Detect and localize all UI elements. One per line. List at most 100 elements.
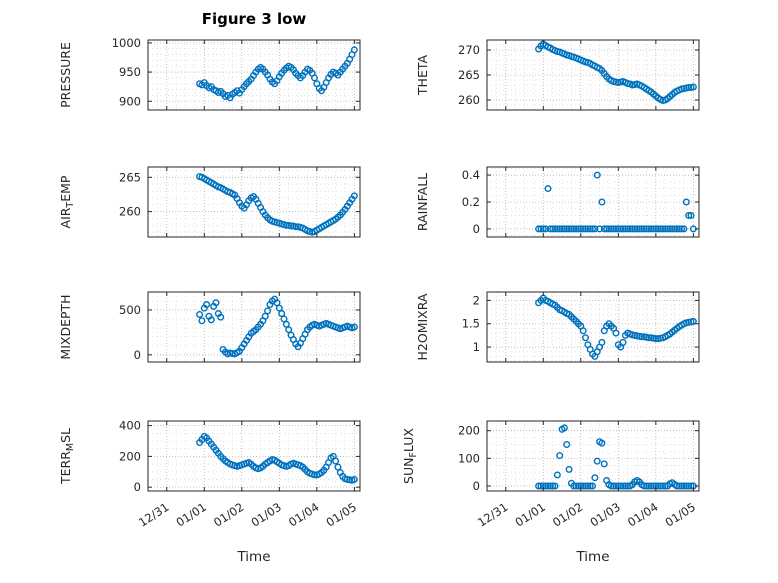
data-point (647, 225, 655, 233)
data-point (577, 225, 585, 233)
x-tick-label: 01/03 (249, 500, 284, 530)
data-series (535, 294, 697, 360)
data-point (680, 482, 688, 490)
axes-box (486, 291, 700, 363)
subplot-pressure: 900 950 1000 PRESSURE (58, 36, 361, 111)
data-point (544, 185, 552, 193)
data-point (567, 225, 575, 233)
data-point (332, 457, 340, 465)
data-point (350, 475, 358, 483)
data-point (628, 225, 636, 233)
data-point (657, 482, 665, 490)
data-point (619, 225, 627, 233)
data-point (572, 482, 580, 490)
y-tick-label: 0 (473, 222, 480, 236)
y-tick-label: 265 (458, 68, 480, 82)
data-point (546, 482, 554, 490)
data-point (591, 225, 599, 233)
data-point (619, 338, 627, 346)
data-point (593, 171, 601, 179)
y-axis-label: TERRMSL (58, 428, 76, 485)
axes-box (147, 39, 361, 111)
data-point (626, 225, 634, 233)
data-series (196, 173, 358, 236)
data-point (645, 482, 653, 490)
x-tick-label: 01/02 (550, 500, 585, 530)
data-point (581, 225, 589, 233)
y-tick-label: 900 (119, 94, 141, 108)
data-series (196, 432, 358, 484)
data-point (586, 225, 594, 233)
data-point (549, 482, 557, 490)
axes-box (147, 166, 361, 238)
data-point (565, 225, 573, 233)
data-point (207, 316, 215, 324)
data-point (292, 223, 300, 231)
data-point (638, 333, 646, 341)
data-point (600, 225, 608, 233)
data-point (539, 225, 547, 233)
data-point (619, 482, 627, 490)
data-point (675, 225, 683, 233)
y-tick-label: 1000 (112, 36, 141, 50)
data-point (572, 225, 580, 233)
y-tick-label: 270 (458, 43, 480, 57)
data-point (198, 317, 206, 325)
x-tick-label: 01/04 (625, 500, 660, 530)
y-tick-label: 400 (119, 419, 141, 433)
data-point (678, 482, 686, 490)
data-point (217, 313, 225, 321)
data-point (649, 225, 657, 233)
data-point (586, 482, 594, 490)
data-series (535, 424, 697, 490)
figure-title: Figure 3 low (201, 10, 307, 28)
data-series (196, 295, 358, 358)
data-point (642, 225, 650, 233)
data-point (617, 482, 625, 490)
x-tick-label: 01/04 (286, 500, 321, 530)
data-point (584, 225, 592, 233)
data-point (645, 334, 653, 342)
data-point (310, 471, 318, 479)
data-point (589, 225, 597, 233)
data-point (682, 198, 690, 206)
subplot-airtemp: 260 265 AIRTEMP (58, 166, 361, 238)
y-tick-label: 0.4 (462, 168, 480, 182)
data-point (621, 225, 629, 233)
data-point (635, 225, 643, 233)
data-point (598, 439, 606, 447)
y-tick-label: 260 (119, 205, 141, 219)
data-point (556, 452, 564, 460)
x-tick-label: 01/02 (211, 500, 246, 530)
axes-box (147, 291, 361, 363)
y-tick-label: 200 (119, 449, 141, 463)
data-point (642, 482, 650, 490)
subplot-theta: 260 265 270 THETA (415, 39, 700, 111)
data-point (563, 225, 571, 233)
data-point (544, 482, 552, 490)
y-tick-label: 0.2 (462, 195, 480, 209)
data-point (598, 338, 606, 346)
data-point (687, 211, 695, 219)
data-point (668, 225, 676, 233)
data-point (350, 323, 358, 331)
axes-box (486, 420, 700, 492)
subplot-h2omixra: 1 1.5 2 H2OMIXRA (415, 291, 700, 363)
data-point (610, 482, 618, 490)
data-point (689, 83, 697, 91)
y-tick-label: 0 (473, 479, 480, 493)
data-point (666, 225, 674, 233)
y-tick-label: 100 (458, 451, 480, 465)
data-point (631, 225, 639, 233)
data-point (549, 225, 557, 233)
y-tick-label: 0 (134, 348, 141, 362)
data-point (574, 482, 582, 490)
y-tick-label: 265 (119, 170, 141, 184)
y-axis-label: RAINFALL (415, 173, 430, 231)
data-point (654, 225, 662, 233)
y-tick-label: 1.5 (462, 317, 480, 331)
x-axis-label: Time (575, 549, 609, 565)
data-point (612, 482, 620, 490)
data-point (685, 84, 693, 92)
data-point (612, 329, 620, 337)
